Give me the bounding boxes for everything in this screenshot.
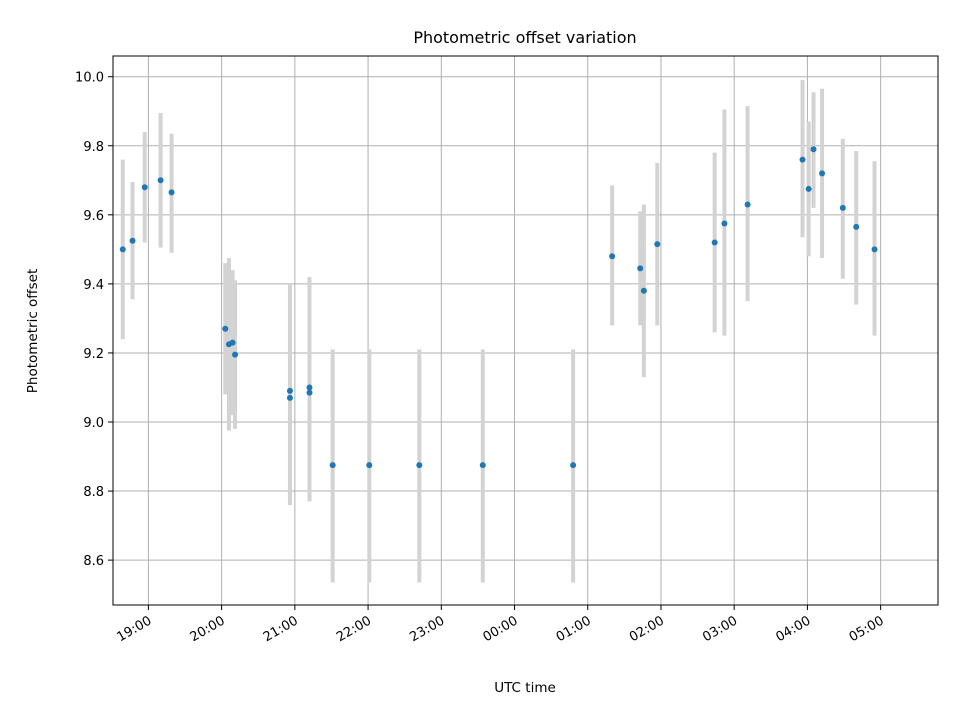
data-point: [819, 170, 826, 177]
plot-frame: [112, 55, 939, 606]
chart-title: Photometric offset variation: [413, 28, 636, 47]
data-point: [286, 387, 293, 394]
data-point: [853, 223, 860, 230]
data-point: [129, 237, 136, 244]
data-point: [416, 462, 423, 469]
y-tick-label: 10.0: [75, 71, 104, 86]
y-tick-label: 8.6: [83, 554, 104, 569]
data-point: [609, 253, 616, 260]
data-point: [232, 351, 239, 358]
data-point: [640, 287, 647, 294]
data-point: [306, 384, 313, 391]
data-point: [570, 462, 577, 469]
data-point: [286, 394, 293, 401]
data-point: [229, 339, 236, 346]
data-point: [329, 462, 336, 469]
y-tick-label: 8.8: [83, 485, 104, 500]
data-point: [366, 462, 373, 469]
data-point: [654, 241, 661, 248]
data-point: [306, 389, 313, 396]
data-point: [744, 201, 751, 208]
data-point: [871, 246, 878, 253]
y-tick-label: 9.6: [83, 209, 104, 224]
y-tick-label: 9.0: [83, 416, 104, 431]
data-point: [799, 156, 806, 163]
y-tick-label: 9.4: [83, 278, 104, 293]
data-point: [141, 184, 148, 191]
y-tick-label: 9.8: [83, 140, 104, 155]
y-tick-label: 9.2: [83, 347, 104, 362]
data-point: [222, 325, 229, 332]
x-axis-label: UTC time: [494, 680, 556, 696]
data-point: [711, 239, 718, 246]
grid: [113, 56, 938, 605]
data-point: [805, 185, 812, 192]
y-axis-label: Photometric offset: [25, 269, 41, 393]
data-points: [119, 146, 878, 469]
data-point: [721, 220, 728, 227]
data-point: [119, 246, 126, 253]
data-point: [637, 265, 644, 272]
data-point: [839, 204, 846, 211]
data-point: [479, 462, 486, 469]
data-point: [157, 177, 164, 184]
data-point: [810, 146, 817, 153]
data-point: [168, 189, 175, 196]
